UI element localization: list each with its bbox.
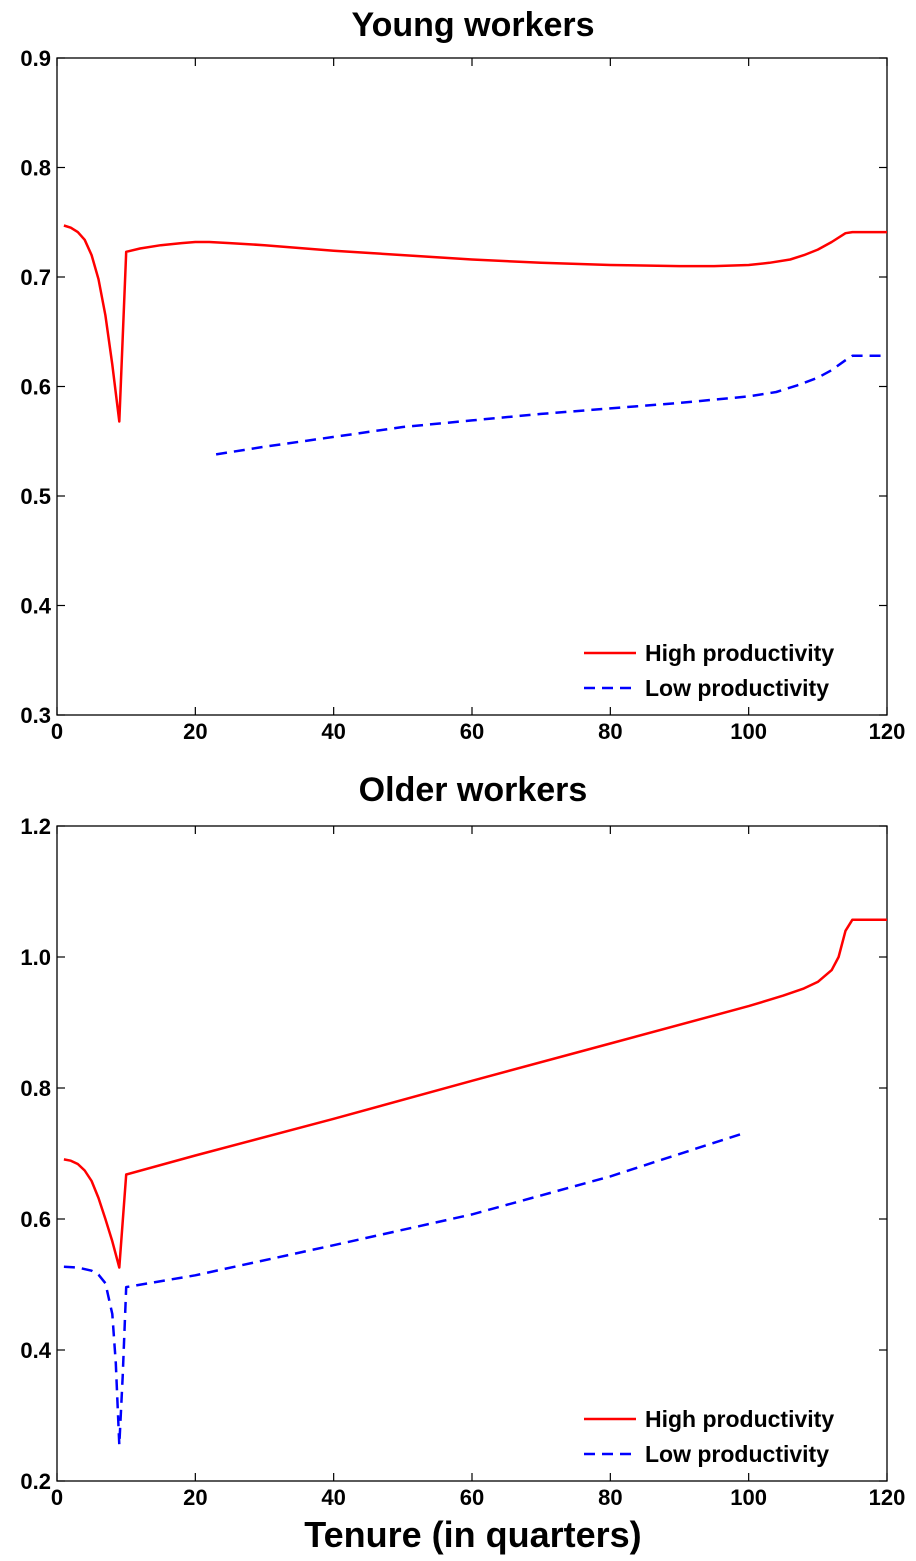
x-tick-label: 60 — [460, 1485, 484, 1510]
y-tick-label: 0.5 — [20, 484, 51, 509]
series-line-high — [63, 224, 887, 423]
legend-label-low: Low productivity — [645, 1441, 829, 1467]
y-tick-label: 0.6 — [20, 375, 51, 400]
x-tick-label: 0 — [51, 1485, 63, 1510]
axis-ticks: 0 20 40 60 80 100 120 0.2 0.4 0.6 0.8 1.0 1.2 — [20, 814, 905, 1510]
y-tick-label: 0.7 — [20, 265, 51, 290]
y-tick-label: 0.8 — [20, 156, 51, 181]
legend-label-high: High productivity — [645, 1406, 834, 1432]
y-tick-label: 0.8 — [20, 1076, 51, 1101]
series-line-low — [63, 1132, 743, 1447]
panel-young-workers: Young workers 0 20 40 60 80 100 120 0.3 0.4 0.5 0.… — [20, 6, 905, 744]
x-tick-label: 0 — [51, 719, 63, 744]
y-tick-label: 0.4 — [20, 594, 51, 619]
x-tick-label: 40 — [321, 719, 345, 744]
x-tick-label: 80 — [598, 719, 622, 744]
x-tick-label: 40 — [321, 1485, 345, 1510]
x-axis-label: Tenure (in quarters) — [304, 1514, 641, 1555]
legend: High productivity Low productivity — [584, 1406, 834, 1467]
plot-frame — [56, 57, 888, 716]
x-tick-label: 20 — [183, 719, 207, 744]
x-tick-label: 100 — [730, 719, 767, 744]
series-lines — [63, 918, 887, 1447]
legend: High productivity Low productivity — [584, 640, 834, 701]
x-tick-label: 60 — [460, 719, 484, 744]
x-tick-label: 100 — [730, 1485, 767, 1510]
y-tick-label: 0.3 — [20, 703, 51, 728]
series-line-high — [63, 918, 887, 1269]
series-line-low — [215, 354, 887, 456]
x-tick-label: 20 — [183, 1485, 207, 1510]
x-tick-label: 120 — [869, 1485, 906, 1510]
x-tick-label: 80 — [598, 1485, 622, 1510]
legend-label-low: Low productivity — [645, 675, 829, 701]
chart-title: Older workers — [359, 771, 588, 809]
y-tick-label: 0.6 — [20, 1207, 51, 1232]
y-tick-label: 1.2 — [20, 814, 51, 839]
y-tick-label: 1.0 — [20, 945, 51, 970]
x-tick-label: 120 — [869, 719, 906, 744]
y-tick-label: 0.4 — [20, 1338, 51, 1363]
series-lines — [63, 224, 887, 456]
legend-label-high: High productivity — [645, 640, 834, 666]
panel-older-workers: Older workers 0 20 40 60 80 100 120 0.2 0.4 0.6 0.… — [20, 771, 905, 1555]
y-tick-label: 0.9 — [20, 46, 51, 71]
chart-title: Young workers — [351, 6, 594, 44]
plot-frame — [56, 825, 888, 1482]
y-tick-label: 0.2 — [20, 1469, 51, 1494]
axis-ticks: 0 20 40 60 80 100 120 0.3 0.4 0.5 0.6 0.7 0.8 0.9 — [20, 46, 905, 744]
